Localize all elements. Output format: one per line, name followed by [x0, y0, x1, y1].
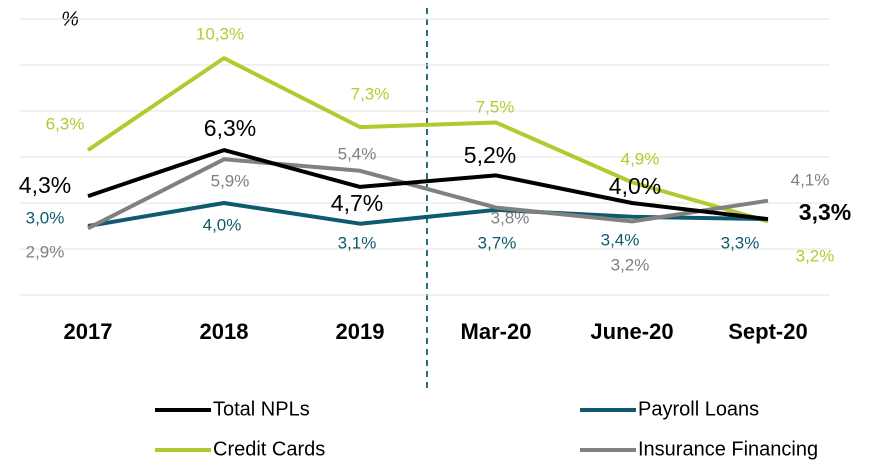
- data-label: 7,3%: [351, 84, 390, 103]
- data-label: 3,2%: [796, 246, 835, 265]
- series-line: [87, 157, 769, 231]
- x-tick-label: Sept-20: [728, 319, 807, 344]
- legend-label: Payroll Loans: [638, 398, 759, 420]
- data-label: 3,0%: [26, 208, 65, 227]
- series-line: [87, 148, 769, 222]
- x-tick-label: June-20: [590, 319, 673, 344]
- data-label: 3,7%: [478, 233, 517, 252]
- x-tick-label: 2017: [64, 319, 113, 344]
- data-label: 10,3%: [196, 24, 244, 43]
- data-label: 4,3%: [19, 172, 71, 198]
- x-tick-label: Mar-20: [461, 319, 532, 344]
- data-label: 5,4%: [338, 144, 377, 163]
- x-tick-label: 2018: [200, 319, 249, 344]
- series-line: [86, 56, 769, 224]
- legend-label: Total NPLs: [213, 398, 310, 420]
- data-label: 4,9%: [621, 149, 660, 168]
- data-label: 3,8%: [491, 208, 530, 227]
- data-label: 4,0%: [203, 215, 242, 234]
- x-tick-label: 2019: [336, 319, 385, 344]
- data-label: 7,5%: [476, 97, 515, 116]
- data-label: 6,3%: [46, 114, 85, 133]
- data-label: 3,3%: [721, 233, 760, 252]
- data-label: 5,9%: [211, 171, 250, 190]
- legend-label: Credit Cards: [213, 438, 325, 460]
- data-label: 4,0%: [609, 173, 661, 199]
- data-label: 6,3%: [204, 115, 256, 141]
- legend-label: Insurance Financing: [638, 438, 818, 460]
- data-label: 3,1%: [338, 233, 377, 252]
- data-label: 4,7%: [331, 190, 383, 216]
- data-label: 3,4%: [601, 230, 640, 249]
- data-label: 4,1%: [791, 170, 830, 189]
- data-label: 3,3%: [799, 199, 851, 225]
- data-label: 3,2%: [611, 255, 650, 274]
- data-label: 2,9%: [26, 242, 65, 261]
- data-label: 5,2%: [464, 142, 516, 168]
